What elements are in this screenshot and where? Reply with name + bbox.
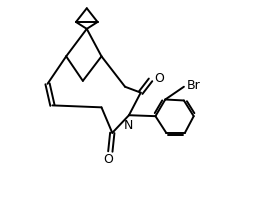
Text: O: O bbox=[103, 153, 113, 166]
Text: Br: Br bbox=[187, 79, 201, 92]
Text: O: O bbox=[154, 72, 164, 85]
Text: N: N bbox=[123, 119, 133, 132]
